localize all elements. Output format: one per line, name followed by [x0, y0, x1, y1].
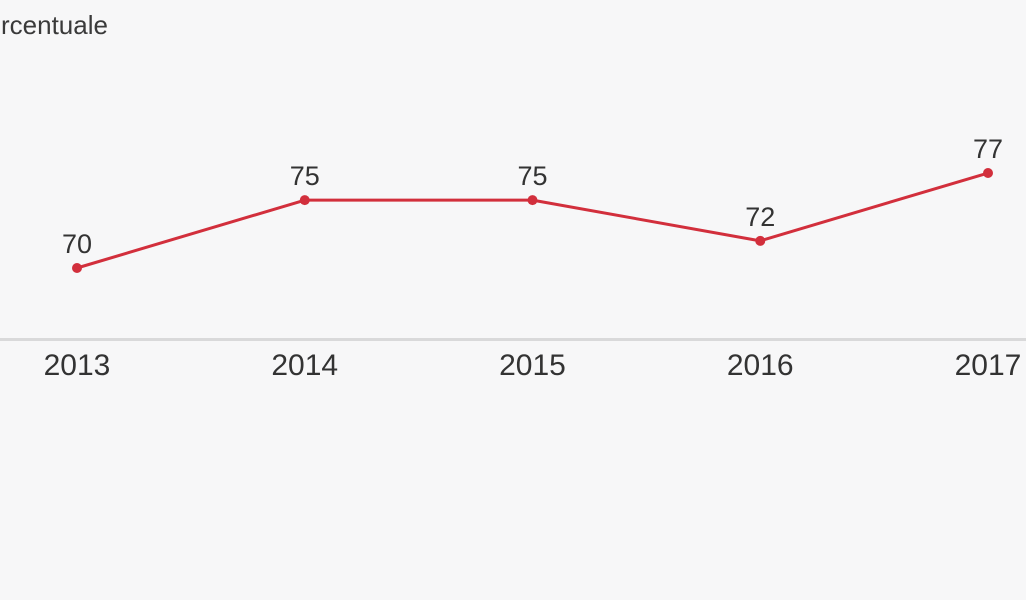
x-axis-tick-label: 2013	[43, 349, 111, 382]
data-point-marker	[72, 263, 82, 273]
x-axis-tick-label: 2017	[954, 349, 1022, 382]
data-point-marker	[527, 195, 538, 206]
data-point-label: 70	[61, 229, 93, 259]
x-axis-tick-label: 2015	[499, 349, 566, 382]
data-point-marker	[755, 235, 766, 246]
data-point-marker	[983, 168, 993, 179]
chart-title: rcentuale	[1, 10, 108, 40]
data-point-label: 72	[745, 201, 776, 232]
data-point-label: 75	[289, 161, 320, 192]
x-axis-tick-label: 2016	[726, 349, 794, 382]
data-point-label: 75	[517, 161, 548, 192]
x-axis-tick-label: 2014	[271, 349, 339, 382]
data-point-marker	[299, 195, 310, 206]
x-axis-line	[0, 338, 1026, 341]
data-point-label: 77	[972, 134, 1004, 164]
